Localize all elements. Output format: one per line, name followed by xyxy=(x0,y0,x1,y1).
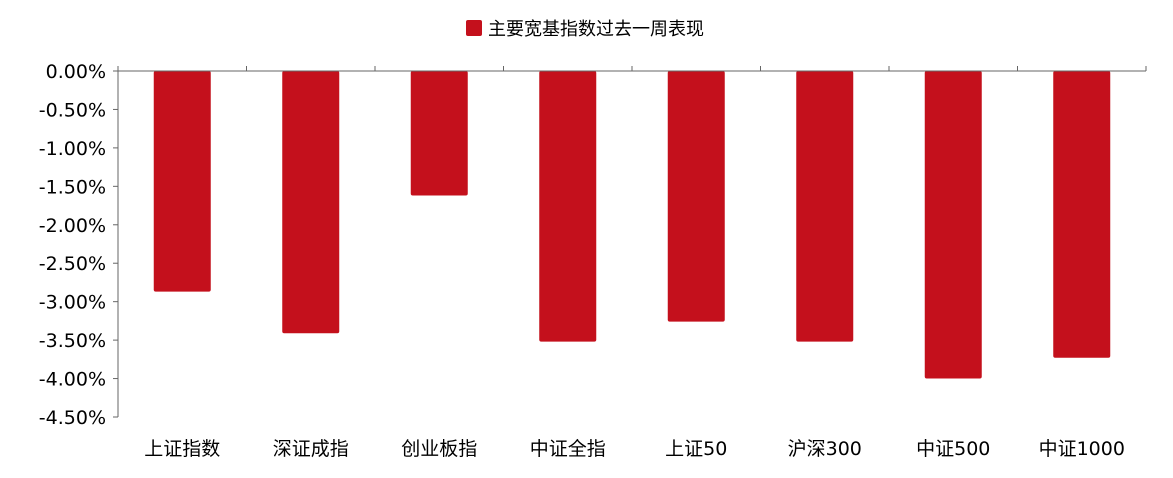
y-tick-label: -4.00% xyxy=(39,369,106,391)
x-tick-label: 上证指数 xyxy=(144,438,220,460)
y-tick-label: -3.00% xyxy=(39,292,106,314)
y-tick-label: -3.50% xyxy=(39,330,106,352)
y-tick-label: -0.50% xyxy=(39,99,106,121)
x-tick-label: 创业板指 xyxy=(401,438,477,460)
x-tick-label: 中证全指 xyxy=(530,438,606,460)
y-tick-label: -1.00% xyxy=(39,138,106,160)
x-tick-label: 上证50 xyxy=(665,438,727,460)
bar-中证1000 xyxy=(1053,71,1111,358)
x-tick-label: 深证成指 xyxy=(273,438,349,460)
y-tick-label: 0.00% xyxy=(46,61,106,83)
legend-swatch xyxy=(466,20,482,36)
y-tick-label: -2.00% xyxy=(39,215,106,237)
y-tick-label: -4.50% xyxy=(39,407,106,429)
legend-label: 主要宽基指数过去一周表现 xyxy=(488,19,704,40)
bar-中证500 xyxy=(924,71,982,379)
x-tick-label: 中证1000 xyxy=(1039,438,1125,460)
bar-中证全指 xyxy=(539,71,597,342)
bar-上证50 xyxy=(667,71,725,322)
legend: 主要宽基指数过去一周表现 xyxy=(466,19,704,40)
bar-创业板指 xyxy=(410,71,468,196)
x-tick-label: 中证500 xyxy=(916,438,990,460)
x-tick-label: 沪深300 xyxy=(788,438,862,460)
bar-沪深300 xyxy=(796,71,854,342)
y-tick-label: -1.50% xyxy=(39,176,106,198)
bar-上证指数 xyxy=(153,71,211,292)
y-tick-label: -2.50% xyxy=(39,253,106,275)
bar-深证成指 xyxy=(282,71,340,334)
